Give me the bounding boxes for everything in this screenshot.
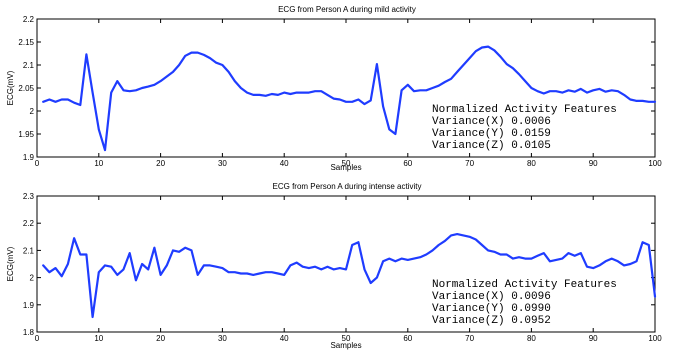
y-tick-label: 1.8 <box>23 328 35 337</box>
annotation-variance-x: Variance(X) 0.0096 <box>432 291 551 303</box>
y-axis-label: ECG(mV) <box>6 246 15 281</box>
y-tick-label: 2.1 <box>23 61 35 70</box>
y-tick-label: 2.2 <box>23 15 35 24</box>
chart-title: ECG from Person A during intense activit… <box>273 182 422 191</box>
y-tick-label: 2.15 <box>18 38 34 47</box>
y-tick-label: 2.1 <box>23 246 35 255</box>
x-tick-label: 100 <box>648 159 662 168</box>
annotation-variance-z: Variance(Z) 0.0952 <box>432 315 551 327</box>
y-tick-label: 1.95 <box>18 130 34 139</box>
x-tick-label: 0 <box>35 159 40 168</box>
y-axis-label: ECG(mV) <box>6 70 15 105</box>
x-tick-label: 20 <box>156 159 165 168</box>
annotation-variance-y: Variance(Y) 0.0990 <box>432 303 551 315</box>
y-tick-label: 2.05 <box>18 84 34 93</box>
x-tick-label: 40 <box>280 334 289 343</box>
axis-ticks: 0 10 20 30 40 50 60 70 80 90 100 1.8 1.9 2 2.1 2.2 2.3 <box>23 192 662 343</box>
activity-features-annotation: Normalized Activity Features Variance(X)… <box>432 104 617 152</box>
x-tick-label: 0 <box>35 334 40 343</box>
plot-frame <box>36 195 656 333</box>
ecg-series-line <box>42 233 657 319</box>
x-tick-label: 70 <box>465 334 474 343</box>
axis-ticks: 0 10 20 30 40 50 60 70 80 90 100 1.9 1.95 2 2.05 2.1 2.1… <box>18 15 662 168</box>
x-tick-label: 100 <box>648 334 662 343</box>
y-tick-label: 2.3 <box>23 192 35 201</box>
x-tick-label: 60 <box>403 334 412 343</box>
x-tick-label: 10 <box>94 334 103 343</box>
annotation-heading: Normalized Activity Features <box>432 104 617 116</box>
x-tick-label: 40 <box>280 159 289 168</box>
x-tick-label: 80 <box>527 334 536 343</box>
annotation-variance-x: Variance(X) 0.0006 <box>432 116 551 128</box>
x-tick-label: 80 <box>527 159 536 168</box>
y-tick-label: 2.2 <box>23 219 35 228</box>
y-tick-label: 2 <box>30 107 35 116</box>
chart-mild-activity: ECG from Person A during mild activity 0… <box>6 5 662 172</box>
annotation-variance-z: Variance(Z) 0.0105 <box>432 140 551 152</box>
y-tick-label: 2 <box>30 274 35 283</box>
chart-intense-activity: ECG from Person A during intense activit… <box>6 182 662 350</box>
annotation-heading: Normalized Activity Features <box>432 279 617 291</box>
x-tick-label: 10 <box>94 159 103 168</box>
x-tick-label: 20 <box>156 334 165 343</box>
plot-frame <box>36 18 656 158</box>
x-axis-label: Samples <box>330 163 361 172</box>
x-axis-label: Samples <box>330 341 361 350</box>
x-tick-label: 70 <box>465 159 474 168</box>
ecg-series-line <box>42 45 657 152</box>
x-tick-label: 90 <box>589 159 598 168</box>
annotation-variance-y: Variance(Y) 0.0159 <box>432 128 551 140</box>
x-tick-label: 90 <box>589 334 598 343</box>
chart-title: ECG from Person A during mild activity <box>278 5 416 14</box>
activity-features-annotation: Normalized Activity Features Variance(X)… <box>432 279 617 327</box>
x-tick-label: 50 <box>342 159 351 168</box>
y-tick-label: 1.9 <box>23 153 35 162</box>
x-tick-label: 30 <box>218 159 227 168</box>
x-tick-label: 30 <box>218 334 227 343</box>
x-tick-label: 60 <box>403 159 412 168</box>
y-tick-label: 1.9 <box>23 301 35 310</box>
x-tick-label: 50 <box>342 334 351 343</box>
